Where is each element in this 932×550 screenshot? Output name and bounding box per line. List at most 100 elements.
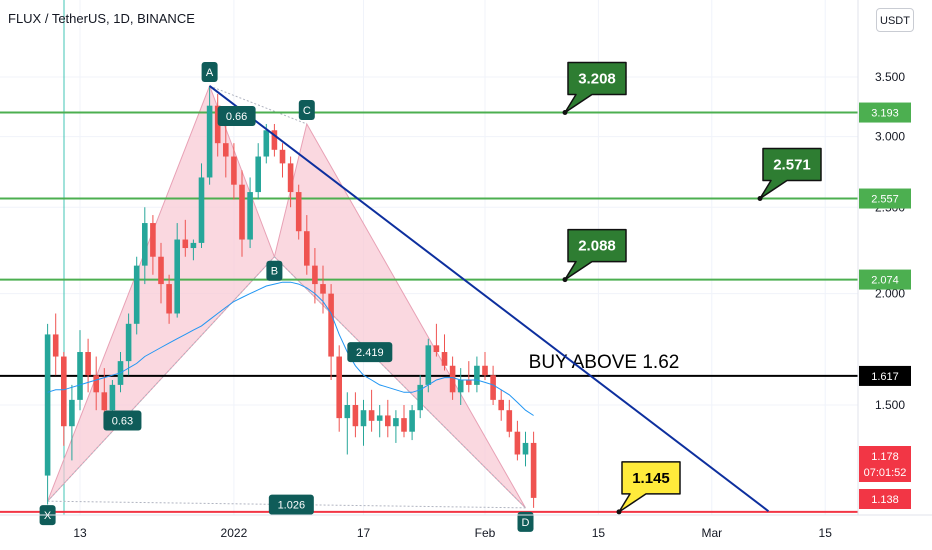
- price-levels: BUY ABOVE 1.62: [0, 111, 858, 513]
- point-label-d: D: [522, 517, 530, 529]
- point-label-b: B: [271, 266, 278, 278]
- point-badge: [266, 260, 283, 281]
- candle-body: [198, 177, 205, 243]
- trendline-line: [208, 85, 770, 513]
- time-tick: 15: [592, 526, 606, 540]
- candle-body: [125, 323, 132, 362]
- target-value: 1.145: [632, 470, 670, 487]
- candle-body: [344, 405, 351, 419]
- time-tick: 15: [819, 526, 833, 540]
- candle-body: [52, 334, 59, 357]
- candle-body: [214, 105, 221, 144]
- candle-body: [360, 410, 367, 427]
- candle-body: [409, 410, 415, 432]
- target-callout: [564, 61, 627, 114]
- candle-body: [190, 242, 197, 249]
- target-value: 2.088: [578, 238, 616, 255]
- candle-body: [279, 149, 286, 164]
- candle-body: [93, 375, 99, 393]
- candle-body: [271, 130, 278, 150]
- candle-body: [482, 365, 488, 376]
- ratio-label: 0.63: [112, 416, 133, 428]
- price-tag-value: 2.074: [871, 275, 899, 287]
- target-anchor-dot: [562, 110, 568, 116]
- candle-body: [506, 410, 513, 432]
- candle-body: [133, 265, 140, 324]
- candle-body: [77, 352, 83, 400]
- candle-body: [247, 192, 253, 240]
- ratio-badge: [347, 342, 393, 363]
- ratio-badge: [217, 105, 256, 126]
- candle-body: [182, 239, 189, 249]
- time-axis[interactable]: 13202217Feb15Mar15Apr15: [0, 514, 932, 540]
- candle-body: [490, 375, 496, 400]
- target-callouts: 3.208 2.571 2.088 1.145: [562, 61, 822, 515]
- point-label-a: A: [206, 67, 214, 79]
- moving-average: [47, 281, 534, 416]
- time-tick: 2022: [221, 526, 248, 540]
- trendline: [208, 85, 770, 513]
- pattern-ac-line: [209, 85, 307, 125]
- candle-body: [287, 163, 294, 193]
- candle-body: [449, 365, 456, 393]
- point-badge: [517, 511, 534, 532]
- currency-button[interactable]: USDT: [876, 8, 914, 32]
- target-value: 3.208: [578, 71, 616, 88]
- pattern-ratios: 0.66 0.63 2.419 1.026: [103, 105, 393, 515]
- candle-body: [466, 380, 472, 385]
- price-tag-bg: [859, 102, 911, 123]
- price-tag-value: 1.617: [871, 371, 899, 383]
- candle-body: [522, 442, 529, 455]
- ratio-label: 1.026: [278, 500, 306, 512]
- candle-body: [101, 392, 108, 411]
- pattern-points: X A B C D: [39, 61, 534, 532]
- price-tag-bg: [859, 188, 911, 209]
- candle-body: [239, 184, 245, 240]
- candle-body: [401, 418, 407, 432]
- candle-body: [166, 284, 172, 314]
- price-tick: 2.000: [875, 287, 905, 301]
- pattern-bcd-triangle: [273, 122, 526, 509]
- candle-body: [368, 410, 375, 421]
- target-anchor-dot: [757, 196, 763, 202]
- time-tick: 17: [357, 526, 371, 540]
- price-axis-tags: 3.193 2.557 2.074 1.617 1.178 07:01:52 1.138: [859, 102, 911, 509]
- price-tag-bg: [859, 269, 911, 290]
- price-tag-countdown: 07:01:52: [864, 467, 907, 479]
- target-anchor-dot: [562, 277, 568, 283]
- price-tick: 1.500: [875, 398, 905, 412]
- point-badge: [201, 61, 218, 82]
- candle-body: [457, 380, 464, 393]
- candle-body: [530, 442, 537, 498]
- time-tick: Mar: [701, 526, 722, 540]
- buy-annotation: BUY ABOVE 1.62: [529, 352, 680, 373]
- price-tag-bg: [859, 446, 911, 482]
- candle-body: [514, 431, 521, 455]
- target-anchor-dot: [616, 509, 622, 515]
- price-tick: 3.500: [875, 70, 905, 84]
- price-tag-value: 1.178: [871, 451, 899, 463]
- ratio-label: 0.66: [226, 111, 247, 123]
- target-callout: [759, 147, 822, 200]
- point-label-c: C: [303, 105, 311, 117]
- candle-body: [312, 265, 318, 285]
- time-tick: 13: [73, 526, 87, 540]
- candle-body: [498, 399, 504, 411]
- candle-body: [142, 223, 148, 266]
- candle-body: [336, 356, 342, 419]
- candle-body: [328, 293, 334, 357]
- price-tag-value: 1.138: [871, 494, 899, 506]
- target-callout: [564, 228, 627, 281]
- candle-body: [85, 352, 91, 376]
- candle-body: [474, 365, 480, 385]
- ratio-label: 2.419: [356, 347, 384, 359]
- time-tick: Feb: [475, 526, 496, 540]
- target-callout: [618, 461, 681, 513]
- candle-body: [44, 334, 51, 476]
- ma-line: [47, 281, 534, 416]
- candle-body: [69, 399, 75, 427]
- price-tag-bg: [859, 489, 911, 509]
- candle-body: [255, 156, 261, 193]
